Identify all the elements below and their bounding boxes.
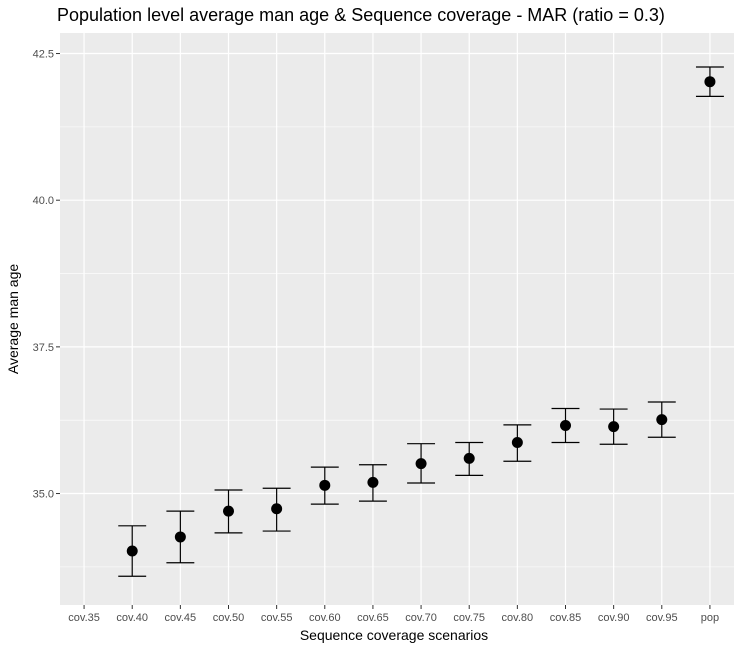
grid-major [60, 33, 734, 605]
data-point [415, 458, 427, 470]
y-tick-label: 40.0 [33, 195, 54, 207]
plot-panel [60, 33, 734, 605]
y-axis-title: Average man age [5, 264, 21, 374]
x-tick-label: cov.80 [502, 612, 534, 624]
data-points [126, 76, 716, 557]
x-tick-label: cov.60 [309, 612, 341, 624]
y-tick-label: 35.0 [33, 489, 54, 501]
x-axis-ticks: cov.35 cov.40 cov.45 cov.50 cov.55 cov.60 cov.… [68, 605, 719, 624]
x-tick-label: cov.65 [357, 612, 389, 624]
data-point [367, 476, 379, 488]
y-tick-label: 42.5 [33, 49, 54, 61]
data-point [511, 436, 523, 448]
data-point [271, 503, 283, 515]
data-point [656, 414, 668, 426]
x-tick-label: cov.45 [165, 612, 197, 624]
x-tick-label: cov.50 [213, 612, 245, 624]
data-point [223, 505, 234, 517]
data-point [319, 479, 331, 491]
x-tick-label: cov.35 [68, 612, 100, 624]
y-tick-label: 37.5 [33, 342, 54, 354]
x-tick-label: cov.85 [550, 612, 582, 624]
data-point [608, 421, 620, 433]
x-axis-title: Sequence coverage scenarios [300, 627, 488, 643]
data-point [560, 419, 571, 431]
grid-minor [60, 126, 734, 568]
data-point [126, 545, 138, 557]
data-point [174, 531, 186, 543]
x-tick-label: cov.75 [453, 612, 485, 624]
x-tick-label: cov.70 [405, 612, 437, 624]
x-tick-label: cov.55 [261, 612, 293, 624]
y-axis-ticks: 35.0 37.5 40.0 42.5 [33, 49, 60, 501]
x-tick-label: cov.95 [646, 612, 678, 624]
x-tick-label: cov.90 [598, 612, 630, 624]
x-tick-label: cov.40 [116, 612, 148, 624]
chart-title: Population level average man age & Seque… [57, 5, 665, 25]
x-tick-label: pop [701, 612, 719, 624]
data-point [704, 76, 716, 88]
error-bars [118, 66, 724, 577]
data-point [463, 452, 475, 464]
